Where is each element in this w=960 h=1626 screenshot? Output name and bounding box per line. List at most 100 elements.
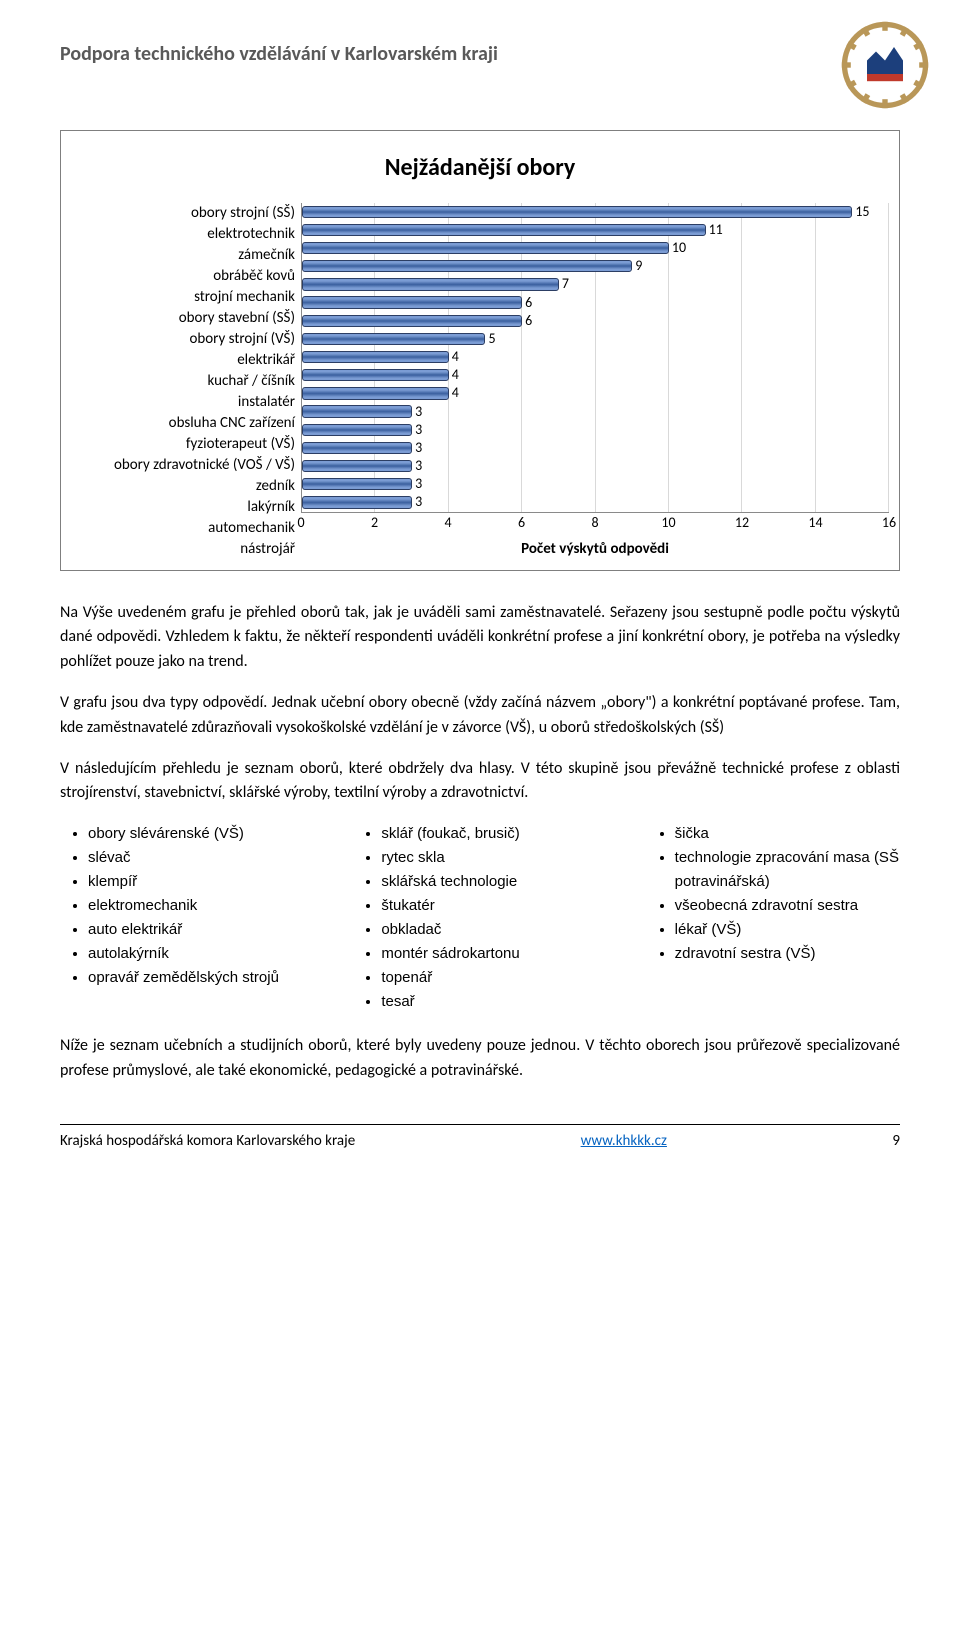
chart-y-label: obráběč kovů	[71, 266, 295, 287]
chart-x-tick: 0	[297, 513, 304, 533]
chart-bar: 3	[302, 460, 412, 472]
chart-bar-value: 15	[855, 202, 869, 222]
list-item: technologie zpracování masa (SŠ potravin…	[675, 846, 900, 894]
document-title: Podpora technického vzdělávání v Karlova…	[60, 40, 498, 68]
list-item: elektromechanik	[88, 894, 313, 918]
chart-x-axis-label: Počet výskytů odpovědi	[301, 539, 889, 560]
chart-bar: 5	[302, 333, 485, 345]
chart-x-tick: 10	[661, 513, 675, 533]
chart-bar-value: 10	[672, 238, 686, 258]
paragraph-2: V grafu jsou dva typy odpovědí. Jednak u…	[60, 691, 900, 741]
chart-bar: 6	[302, 296, 522, 308]
chart-bar-row: 7	[302, 275, 889, 293]
chart-bar: 10	[302, 242, 669, 254]
chart-bar: 4	[302, 387, 449, 399]
list-item: rytec skla	[381, 846, 606, 870]
list-item: opravář zemědělských strojů	[88, 966, 313, 990]
chart-bar-row: 6	[302, 312, 889, 330]
list-item: sklář (foukač, brusič)	[381, 822, 606, 846]
chart-y-label: lakýrník	[71, 497, 295, 518]
chart-y-label: fyzioterapeut (VŠ)	[71, 434, 295, 455]
chart-bar-value: 3	[415, 438, 422, 458]
chart-bar: 4	[302, 351, 449, 363]
chart-bar-value: 3	[415, 493, 422, 513]
chart-bar-value: 6	[525, 293, 532, 313]
chart-x-tick: 14	[808, 513, 822, 533]
list-column-1: obory slévárenské (VŠ)slévačklempířelekt…	[60, 822, 313, 1014]
chart-bar-value: 4	[452, 347, 459, 367]
chart-y-labels: obory strojní (SŠ)elektrotechnikzámečník…	[71, 203, 301, 560]
chart-x-tick: 8	[591, 513, 598, 533]
chart-x-tick: 16	[882, 513, 896, 533]
chart-bar: 3	[302, 442, 412, 454]
chart-bar-row: 4	[302, 384, 889, 402]
paragraph-3: V následujícím přehledu je seznam oborů,…	[60, 757, 900, 807]
chart-title: Nejžádanější obory	[71, 151, 889, 185]
chart-y-label: obory zdravotnické (VOŠ / VŠ)	[71, 455, 295, 476]
chart-bar-row: 10	[302, 239, 889, 257]
footer-left: Krajská hospodářská komora Karlovarského…	[60, 1131, 355, 1152]
chart-bar-row: 4	[302, 348, 889, 366]
chart-bar: 9	[302, 260, 632, 272]
body-text-2: Níže je seznam učebních a studijních obo…	[60, 1034, 900, 1084]
chart-bar-row: 6	[302, 293, 889, 311]
chart-bar-value: 4	[452, 365, 459, 385]
list-item: obkladač	[381, 918, 606, 942]
chart-y-label: elektrikář	[71, 350, 295, 371]
chart-bar: 11	[302, 224, 706, 236]
chart-x-tick: 12	[735, 513, 749, 533]
chart-y-label: obory stavební (SŠ)	[71, 308, 295, 329]
chart-bar-row: 9	[302, 257, 889, 275]
list-item: všeobecná zdravotní sestra	[675, 894, 900, 918]
chart-bar-value: 3	[415, 420, 422, 440]
page-footer: Krajská hospodářská komora Karlovarského…	[60, 1124, 900, 1152]
chart-bar-value: 9	[635, 256, 642, 276]
chart-y-label: zedník	[71, 476, 295, 497]
chart-bar-value: 3	[415, 402, 422, 422]
chart-bar-row: 3	[302, 493, 889, 511]
list-item: šička	[675, 822, 900, 846]
chart-bar-value: 11	[709, 220, 723, 240]
list-item: štukatér	[381, 894, 606, 918]
list-item: topenář	[381, 966, 606, 990]
chart-y-label: instalatér	[71, 392, 295, 413]
chart-bar-row: 3	[302, 457, 889, 475]
chart-x-tick: 6	[518, 513, 525, 533]
chart-bar-row: 5	[302, 330, 889, 348]
chart-bar-row: 3	[302, 475, 889, 493]
chart-bar: 3	[302, 424, 412, 436]
chart-bar-value: 3	[415, 456, 422, 476]
list-item: montér sádrokartonu	[381, 942, 606, 966]
chart-bar-value: 7	[562, 275, 569, 295]
list-item: autolakýrník	[88, 942, 313, 966]
chart-y-label: kuchař / číšník	[71, 371, 295, 392]
chart-bar: 3	[302, 496, 412, 508]
chart-bar-row: 15	[302, 203, 889, 221]
chart-bar-row: 3	[302, 402, 889, 420]
chart-y-label: strojní mechanik	[71, 287, 295, 308]
chart-x-axis: 0246810121416	[301, 513, 889, 533]
page-header: Podpora technického vzdělávání v Karlova…	[60, 40, 900, 110]
lists-row: obory slévárenské (VŠ)slévačklempířelekt…	[60, 822, 900, 1014]
list-item: obory slévárenské (VŠ)	[88, 822, 313, 846]
chart-bar: 6	[302, 315, 522, 327]
chart-body: obory strojní (SŠ)elektrotechnikzámečník…	[71, 203, 889, 560]
paragraph-4: Níže je seznam učebních a studijních obo…	[60, 1034, 900, 1084]
chart-plot-wrap: 15111097665444333333 0246810121416 Počet…	[301, 203, 889, 560]
chart-bar-value: 6	[525, 311, 532, 331]
chart-container: Nejžádanější obory obory strojní (SŠ)ele…	[60, 130, 900, 571]
chart-bar: 7	[302, 278, 559, 290]
chart-y-label: zámečník	[71, 245, 295, 266]
chart-bar: 15	[302, 206, 852, 218]
chart-bar-value: 3	[415, 474, 422, 494]
footer-page-number: 9	[892, 1131, 900, 1152]
list-item: slévač	[88, 846, 313, 870]
chart-bar-row: 11	[302, 221, 889, 239]
chart-y-label: elektrotechnik	[71, 224, 295, 245]
chart-bar: 3	[302, 405, 412, 417]
chart-bar: 3	[302, 478, 412, 490]
list-item: sklářská technologie	[381, 870, 606, 894]
chart-bar-row: 3	[302, 439, 889, 457]
list-item: klempíř	[88, 870, 313, 894]
footer-link[interactable]: www.khkkk.cz	[581, 1131, 667, 1152]
